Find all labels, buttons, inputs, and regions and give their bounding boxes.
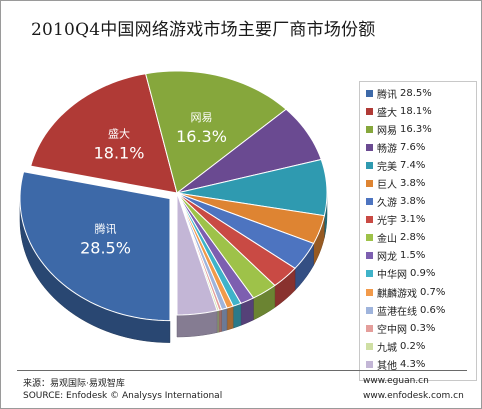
- legend-value: 0.6%: [420, 304, 446, 316]
- source-en: SOURCE: Enfodesk © Analysys Internationa…: [23, 391, 223, 401]
- legend-label: 金山: [377, 234, 397, 246]
- legend-label: 网龙: [377, 252, 397, 264]
- legend-label: 完美: [377, 161, 397, 173]
- legend-value: 7.6%: [400, 141, 426, 153]
- legend-value: 3.8%: [400, 196, 426, 208]
- legend-item: 金山 2.8%: [360, 229, 476, 247]
- legend-swatch: [366, 270, 373, 278]
- slice-5: [176, 192, 326, 245]
- slice-value-label-1: 18.1%: [94, 143, 145, 162]
- legend-swatch: [366, 234, 373, 242]
- legend-item: 完美 7.4%: [360, 156, 476, 174]
- legend-value: 18.1%: [400, 105, 432, 117]
- slice-value-label-2: 16.3%: [176, 127, 227, 146]
- legend-swatch: [366, 252, 373, 260]
- legend-swatch: [366, 324, 373, 332]
- slice-8: [176, 192, 276, 299]
- legend-value: 0.9%: [410, 268, 436, 280]
- legend-label: 巨人: [377, 180, 397, 192]
- legend-item: 畅游 7.6%: [360, 138, 476, 156]
- footer-divider: [17, 370, 467, 371]
- legend-swatch: [366, 125, 373, 133]
- legend-value: 1.5%: [400, 250, 426, 262]
- legend-value: 3.1%: [400, 214, 426, 226]
- legend-value: 28.5%: [400, 87, 432, 99]
- legend-item: 盛大 18.1%: [360, 102, 476, 120]
- legend-label: 畅游: [377, 143, 397, 155]
- slice-3: [176, 108, 322, 194]
- pie-side-12: [221, 307, 228, 332]
- legend-item: 中华网 0.9%: [360, 265, 476, 283]
- pie-side-14: [216, 309, 220, 333]
- legend-label: 盛大: [377, 107, 397, 119]
- legend-label: 中华网: [377, 270, 407, 282]
- pie-side-13: [218, 309, 222, 333]
- slice-value-label-0: 28.5%: [80, 239, 131, 258]
- slice-7: [176, 192, 296, 287]
- legend-label: 麒麟游戏: [377, 288, 417, 300]
- slice-1: [30, 73, 178, 194]
- slice-9: [176, 192, 255, 304]
- website-enfodesk: www.enfodesk.com.cn: [363, 391, 464, 401]
- legend-label: 九城: [377, 342, 397, 354]
- legend-item: 巨人 3.8%: [360, 174, 476, 192]
- legend-swatch: [366, 89, 373, 97]
- legend-label: 网易: [377, 125, 397, 137]
- website-eguan: www.eguan.cn: [363, 376, 429, 386]
- slice-2: [145, 70, 287, 194]
- legend-item: 网易 16.3%: [360, 120, 476, 138]
- slice-0: [19, 171, 171, 322]
- slice-name-label-1: 盛大: [108, 126, 130, 140]
- legend-label: 其他: [377, 360, 397, 372]
- legend-item: 光宇 3.1%: [360, 211, 476, 229]
- slice-name-label-0: 腾讯: [95, 222, 117, 236]
- pie-side-10: [232, 303, 242, 329]
- legend-label: 腾讯: [377, 89, 397, 101]
- legend-value: 3.8%: [400, 178, 426, 190]
- legend-swatch: [366, 306, 373, 314]
- slice-15: [176, 192, 218, 316]
- legend-item: 久游 3.8%: [360, 193, 476, 211]
- pie-chart: 腾讯 28.5% 盛大 18.1% 网易 16.3%: [19, 70, 328, 343]
- legend-swatch: [366, 180, 373, 188]
- legend-value: 7.4%: [400, 159, 426, 171]
- legend-swatch: [366, 143, 373, 151]
- legend-swatch: [366, 342, 373, 350]
- legend-item: 麒麟游戏 0.7%: [360, 283, 476, 301]
- legend: 腾讯 28.5% 盛大 18.1% 网易 16.3% 畅游 7.6% 完美 7.4% 巨人 3.8% 久…: [359, 81, 477, 381]
- chart-title: 2010Q4中国网络游戏市场主要厂商市场份额: [31, 20, 376, 40]
- legend-item: 蓝港在线 0.6%: [360, 301, 476, 319]
- slice-name-label-2: 网易: [191, 111, 213, 124]
- legend-swatch: [366, 360, 373, 368]
- legend-label: 蓝港在线: [377, 306, 417, 318]
- legend-value: 16.3%: [400, 123, 432, 135]
- pie-top: [19, 70, 328, 322]
- pie-side-11: [226, 305, 234, 331]
- slice-6: [176, 192, 315, 269]
- legend-item: 空中网 0.3%: [360, 319, 476, 337]
- legend-value: 4.3%: [400, 358, 426, 370]
- legend-swatch: [366, 198, 373, 206]
- legend-item: 其他 4.3%: [360, 355, 476, 373]
- legend-swatch: [366, 161, 373, 169]
- legend-swatch: [366, 288, 373, 296]
- legend-item: 九城 0.2%: [360, 337, 476, 355]
- legend-item: 网龙 1.5%: [360, 247, 476, 265]
- legend-label: 久游: [377, 198, 397, 210]
- legend-item: 腾讯 28.5%: [360, 84, 476, 102]
- legend-value: 2.8%: [400, 232, 426, 244]
- legend-label: 光宇: [377, 216, 397, 228]
- slice-4: [176, 158, 328, 217]
- source-cn: 来源：易观国际·易观智库: [23, 379, 125, 389]
- legend-swatch: [366, 216, 373, 224]
- legend-label: 空中网: [377, 324, 407, 336]
- legend-value: 0.7%: [420, 286, 446, 298]
- legend-value: 0.3%: [410, 322, 436, 334]
- legend-value: 0.2%: [400, 340, 426, 352]
- legend-swatch: [366, 107, 373, 115]
